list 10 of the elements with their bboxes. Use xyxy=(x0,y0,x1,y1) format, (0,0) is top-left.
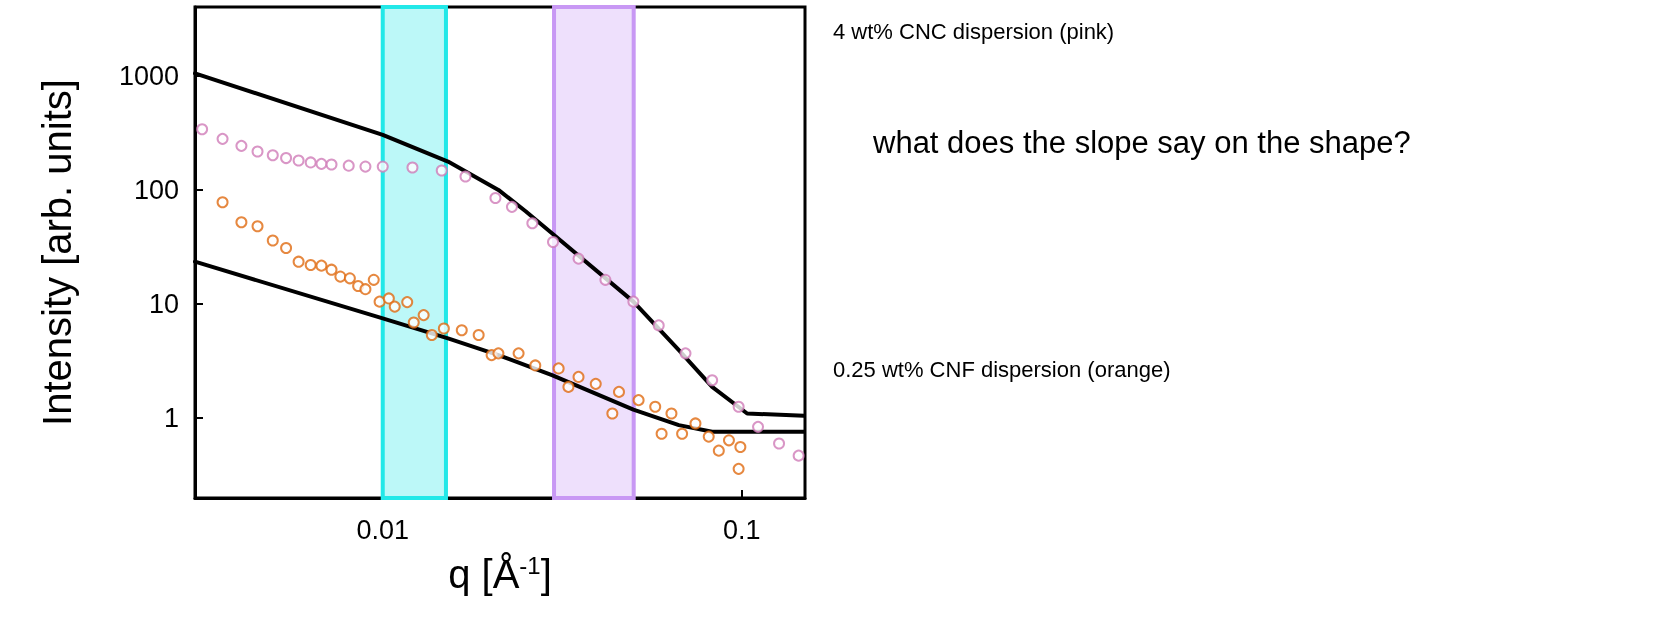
text: 4 wt% CNC dispersion (pink) xyxy=(833,18,1115,44)
y-tick-label: 1000 xyxy=(118,60,179,91)
y-tick-label: 1 xyxy=(163,403,179,434)
y-tick-label: 100 xyxy=(133,174,179,205)
x-tick-label: 0.1 xyxy=(723,514,761,545)
text: what does the slope say on the shape? xyxy=(872,125,1411,160)
text: 0.25 wt% CNF dispersion (orange) xyxy=(833,356,1171,382)
y-axis-title: Intensity [arb. units] xyxy=(35,79,79,426)
x-tick-label: 0.01 xyxy=(356,514,410,545)
y-tick-label: 10 xyxy=(148,289,179,320)
